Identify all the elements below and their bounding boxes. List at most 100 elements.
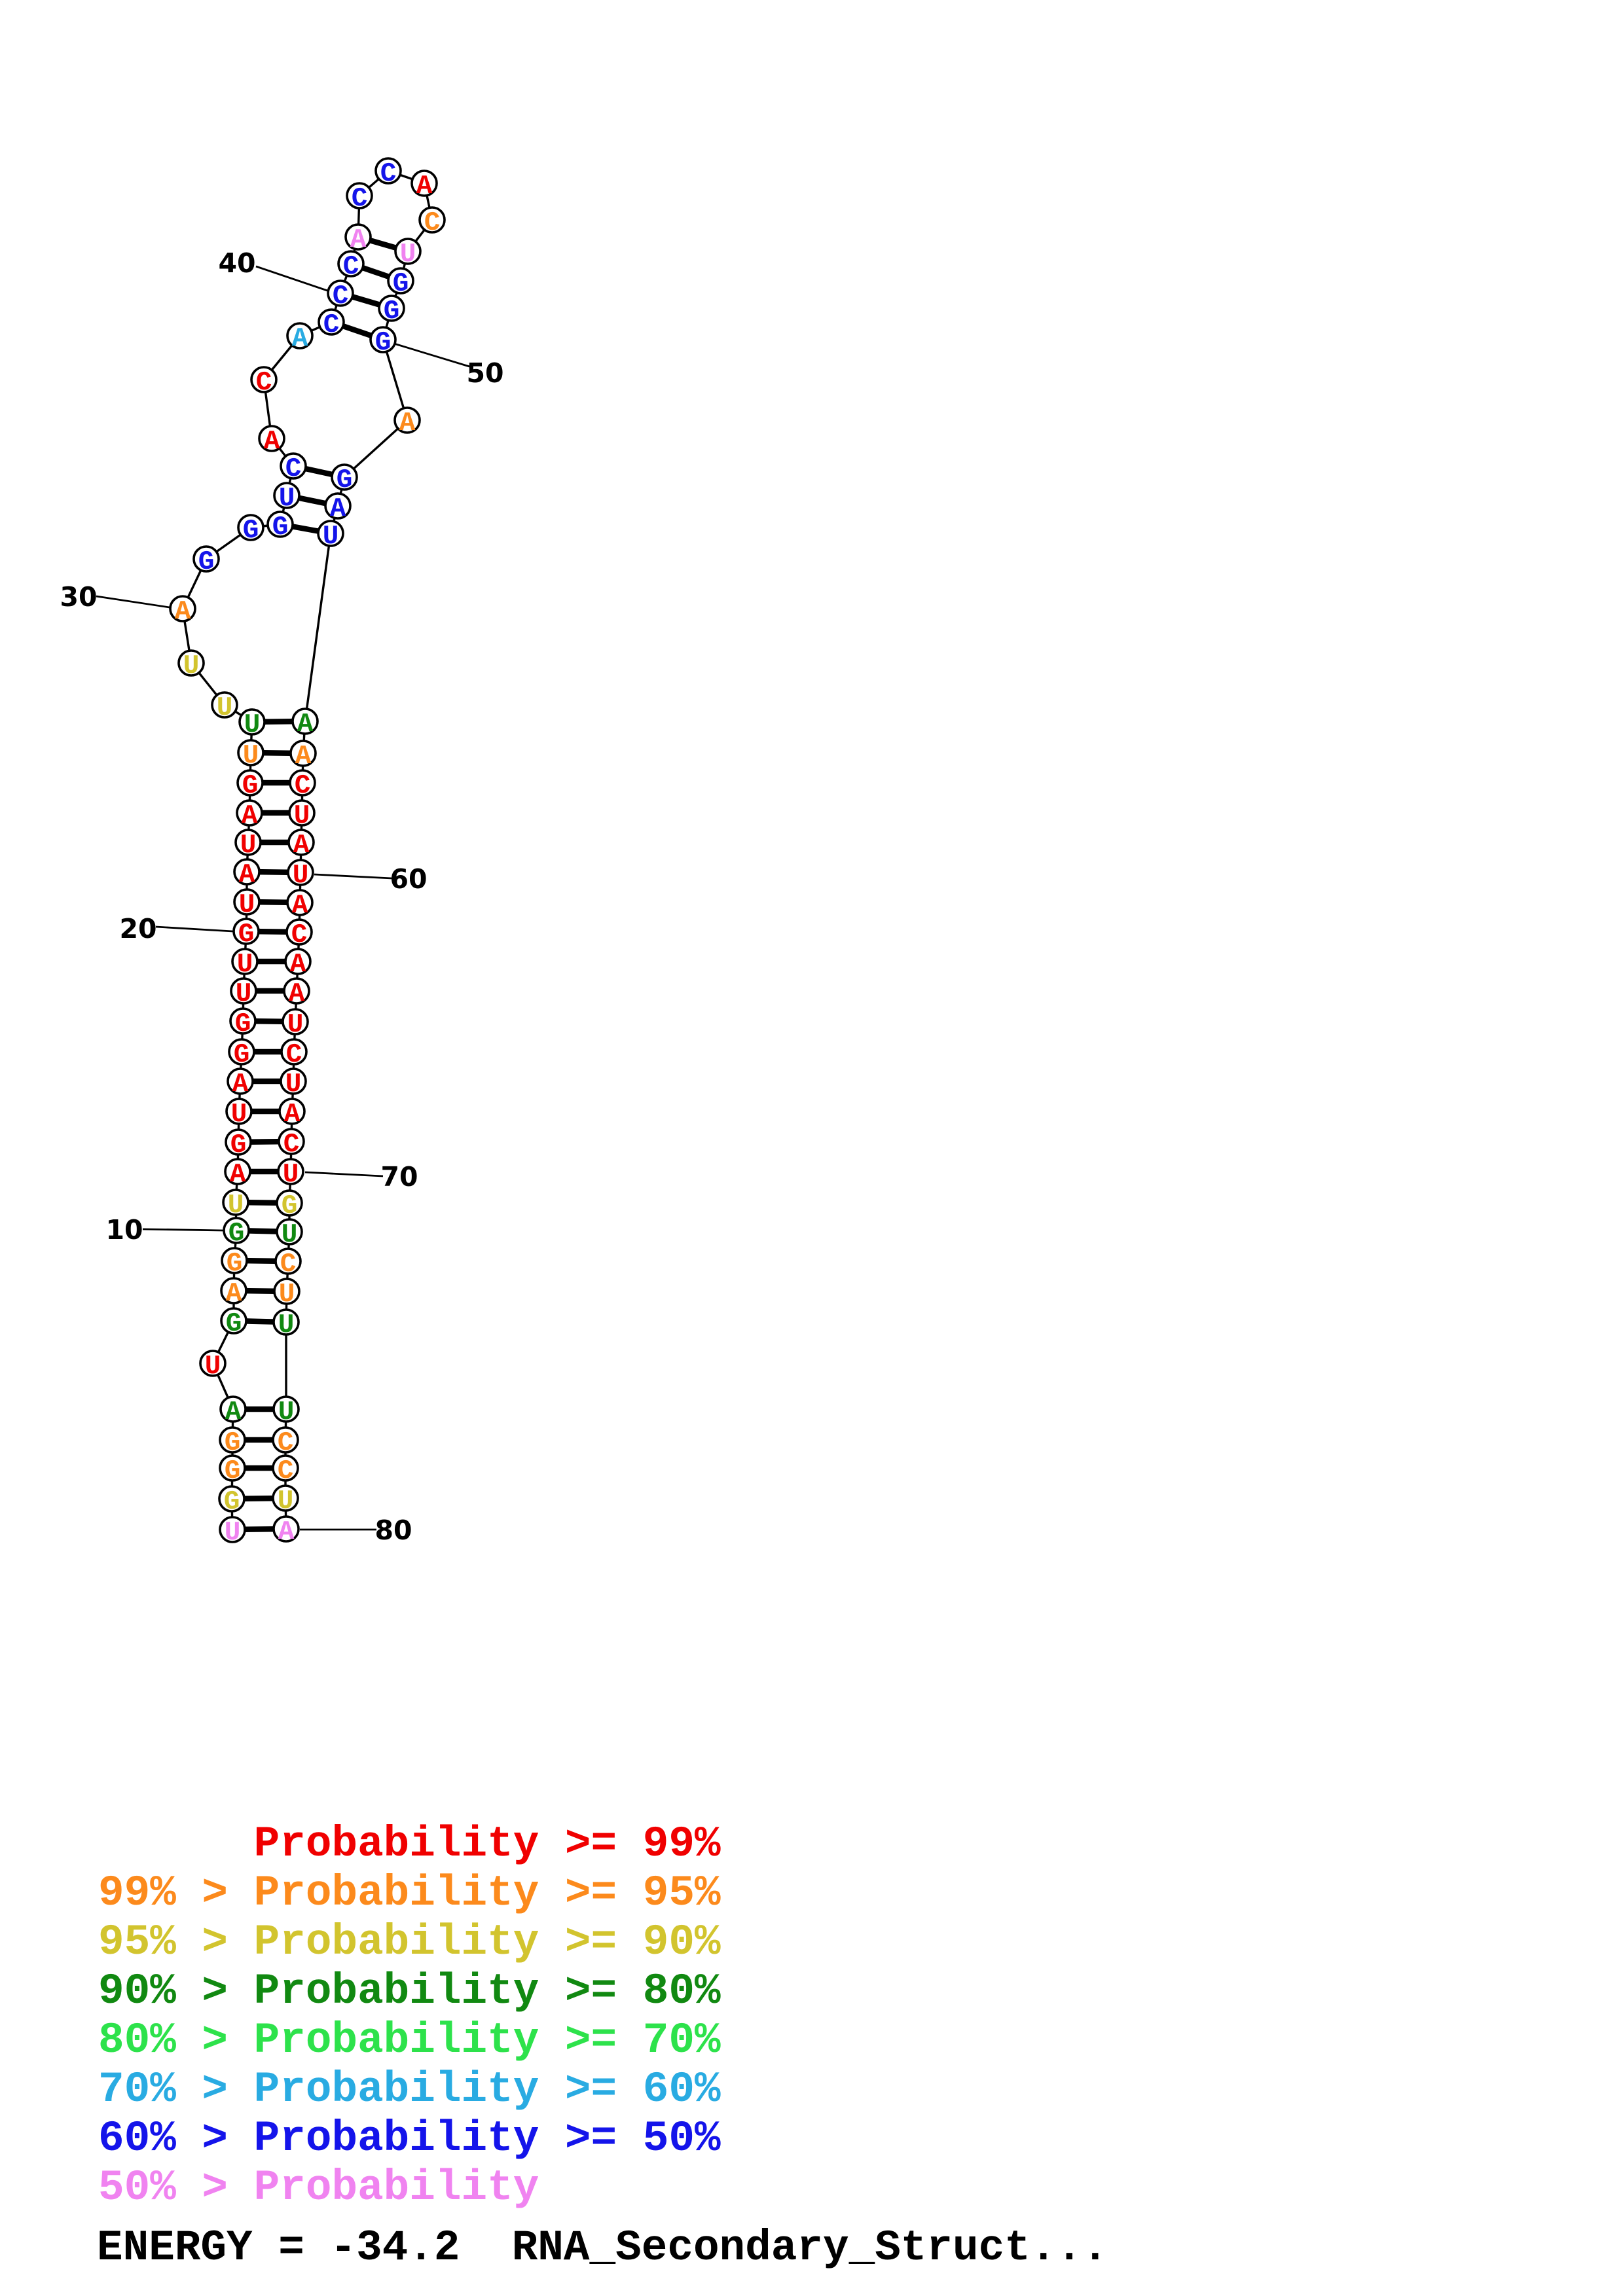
- nucleotide-letter: U: [244, 710, 261, 740]
- nucleotide-circle: [346, 182, 373, 209]
- nucleotide-33-G: G: [266, 511, 294, 543]
- nucleotide-letter: C: [283, 1130, 300, 1160]
- backbone-segment: [382, 339, 409, 421]
- nucleotide-9-G: G: [221, 1247, 248, 1279]
- nucleotide-circle: [225, 1128, 252, 1156]
- nucleotide-letter: U: [237, 950, 253, 980]
- nucleotide-letter: G: [225, 1428, 241, 1458]
- nucleotide-5-A: A: [219, 1395, 247, 1427]
- nucleotide-59-A: A: [287, 829, 315, 861]
- nucleotide-circle: [266, 511, 294, 538]
- nucleotide-letter: G: [225, 1456, 241, 1486]
- nucleotide-circle: [286, 889, 314, 916]
- nucleotide-54-U: U: [317, 520, 344, 552]
- nucleotide-7-G: G: [220, 1307, 247, 1339]
- nucleotide-letter: A: [289, 979, 305, 1009]
- nucleotide-45-A: A: [410, 170, 438, 202]
- sequence-number-70: 70: [380, 1161, 418, 1193]
- nucleotide-51-A: A: [393, 406, 421, 439]
- nucleotide-49-G: G: [378, 295, 405, 327]
- nucleotide-25-G: G: [236, 769, 264, 801]
- nucleotide-80-A: A: [272, 1515, 300, 1547]
- nucleotide-circle: [232, 918, 260, 945]
- nucleotide-circle: [286, 322, 314, 350]
- nucleotide-letter: C: [278, 1428, 294, 1458]
- nucleotide-letter: G: [198, 547, 215, 577]
- nucleotide-circle: [331, 463, 358, 491]
- nucleotide-circle: [272, 1395, 300, 1423]
- nucleotide-circle: [327, 279, 354, 307]
- nucleotide-letter: C: [280, 1249, 297, 1280]
- sequence-number-80: 80: [374, 1515, 412, 1546]
- nucleotide-66-C: C: [280, 1038, 308, 1070]
- nucleotide-letter: U: [293, 861, 309, 891]
- nucleotide-letter: A: [239, 860, 255, 890]
- nucleotide-circle: [272, 1308, 300, 1336]
- legend-row-7: 60% > Probability >= 50%: [98, 2114, 721, 2163]
- nucleotide-circle: [374, 157, 402, 185]
- nucleotide-circle: [280, 452, 307, 480]
- nucleotide-circle: [272, 1484, 299, 1512]
- nucleotide-22-A: A: [233, 858, 261, 890]
- nucleotide-letter: U: [323, 522, 339, 552]
- nucleotide-circle: [237, 514, 264, 541]
- nucleotide-47-U: U: [394, 238, 422, 270]
- nucleotide-circle: [222, 1189, 249, 1216]
- nucleotide-letter: G: [282, 1191, 298, 1221]
- nucleotide-letter: U: [217, 693, 233, 723]
- nucleotide-69-C: C: [278, 1128, 305, 1160]
- nucleotide-letter: U: [282, 1220, 298, 1250]
- nucleotide-31-G: G: [192, 545, 220, 577]
- legend-row-4: 90% > Probability >= 80%: [98, 1967, 721, 2016]
- nucleotide-circle: [276, 1189, 303, 1217]
- number-pointer-line: [142, 1228, 224, 1232]
- nucleotide-letter: A: [232, 1069, 249, 1100]
- nucleotide-6-U: U: [199, 1350, 227, 1382]
- nucleotide-41-C: C: [337, 250, 365, 282]
- nucleotide-letter: C: [295, 771, 311, 801]
- nucleotide-circle: [274, 1247, 302, 1275]
- nucleotide-letter: A: [292, 324, 308, 354]
- nucleotide-circle: [219, 1395, 247, 1423]
- nucleotide-circle: [258, 425, 285, 452]
- nucleotide-circle: [344, 223, 372, 251]
- sequence-number-50: 50: [466, 357, 503, 389]
- nucleotide-circle: [278, 1098, 306, 1125]
- nucleotide-letter: A: [264, 427, 280, 457]
- nucleotide-35-C: C: [280, 452, 307, 484]
- nucleotide-letter: C: [380, 159, 397, 189]
- nucleotide-letter: U: [183, 651, 200, 681]
- nucleotide-letter: U: [287, 1010, 304, 1040]
- nucleotide-circle: [289, 740, 317, 767]
- nucleotide-circle: [236, 799, 263, 827]
- nucleotide-circle: [378, 295, 405, 322]
- nucleotide-circle: [277, 1158, 304, 1185]
- nucleotide-circle: [272, 1515, 300, 1543]
- nucleotide-letter: C: [286, 1040, 302, 1070]
- nucleotide-letter: U: [240, 831, 257, 861]
- number-pointer-line: [255, 265, 328, 292]
- nucleotide-37-C: C: [250, 366, 278, 398]
- number-pointer-line: [393, 342, 470, 368]
- nucleotide-63-A: A: [284, 948, 312, 980]
- nucleotide-circle: [287, 829, 315, 856]
- backbone-segment: [304, 533, 332, 722]
- nucleotide-letter: A: [292, 891, 308, 921]
- legend-row-1: Probability >= 99%: [98, 1820, 721, 1869]
- nucleotide-50-G: G: [369, 326, 397, 358]
- nucleotide-letter: G: [228, 1219, 245, 1249]
- nucleotide-79-U: U: [272, 1484, 299, 1516]
- nucleotide-circle: [236, 769, 264, 797]
- nucleotide-letter: A: [293, 831, 310, 861]
- nucleotide-12-A: A: [224, 1158, 251, 1190]
- nucleotide-circle: [220, 1277, 247, 1304]
- nucleotide-75-U: U: [272, 1308, 300, 1340]
- nucleotide-61-A: A: [286, 889, 314, 921]
- nucleotide-letter: A: [290, 950, 306, 980]
- nucleotide-56-A: A: [289, 740, 317, 772]
- nucleotide-circle: [231, 948, 259, 975]
- nucleotide-46-C: C: [418, 206, 446, 238]
- sequence-number-60: 60: [390, 863, 427, 895]
